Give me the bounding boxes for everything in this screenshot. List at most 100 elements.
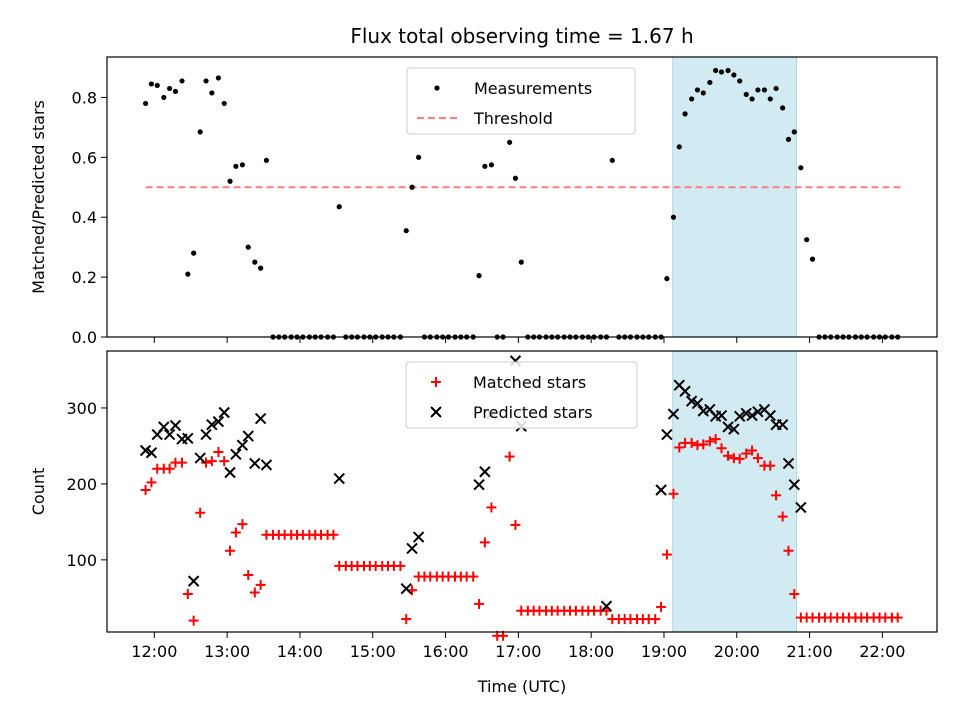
x-stroke [715,409,728,422]
data-point [689,96,695,102]
data-point-matched [741,448,752,459]
data-point [676,144,682,150]
x-stroke [673,379,685,391]
data-point-matched [474,598,485,609]
x-stroke [655,484,667,496]
data-point [227,178,233,184]
x-stroke [704,403,716,416]
data-point-matched [716,443,727,454]
data-point-predicted [728,423,740,435]
data-point-matched [674,442,685,453]
data-point-matched [704,436,715,447]
x-stroke [145,447,158,459]
data-point-predicted [206,418,218,431]
x-stroke [758,403,771,416]
x-stroke [795,501,807,514]
data-point-predicted [715,409,728,422]
data-point-predicted [242,430,254,442]
data-point-predicted [254,412,267,425]
x-tick-label: 22:00 [859,642,905,661]
highlight-span [672,350,797,633]
x-stroke [249,457,261,470]
y-tick-label: 0.0 [72,328,97,347]
data-point [167,85,173,92]
data-point-matched [255,579,266,590]
data-point [185,271,191,277]
data-point-predicted [679,385,691,397]
data-point-predicted [685,395,698,407]
data-point [700,90,706,96]
data-point-predicted [224,466,236,479]
data-point-predicted [400,583,412,595]
x-tick-label: 18:00 [568,642,614,661]
data-point [179,78,185,84]
legend-box [406,67,636,135]
x-stroke [169,419,182,432]
data-point-predicted [667,408,680,420]
data-point-matched [504,451,515,462]
x-stroke [194,452,206,464]
x-stroke [200,428,212,441]
data-point-predicted [473,478,485,491]
data-point-predicted [187,575,200,587]
axes-frame [106,56,938,338]
data-point [773,85,779,92]
legend-marker [434,85,440,91]
data-point-predicted [163,428,176,441]
data-point-predicted [406,542,418,555]
data-point [785,136,792,142]
data-point-predicted [236,439,249,451]
y-tick-label: 0.2 [72,268,97,287]
data-point-predicted [249,457,261,470]
data-point-predicted [145,447,158,459]
data-point-predicted [661,428,673,441]
data-point-predicted [194,452,206,464]
x-stroke [776,418,789,431]
data-point [767,96,773,102]
legend-box [405,361,638,429]
data-point-matched [237,519,248,530]
data-point [670,214,677,220]
x-stroke [691,397,704,410]
data-point-matched [789,589,800,600]
data-point-predicted [788,478,801,491]
legend-marker [430,406,442,418]
data-point [209,90,215,96]
data-point [804,237,810,243]
data-point [258,265,264,271]
x-stroke [733,410,746,423]
data-point-matched [188,615,199,626]
data-point-predicted [600,600,613,612]
data-point-predicted [139,444,152,457]
x-stroke [187,575,200,587]
legend: Matched stars Predicted stars [405,361,638,429]
data-point-matched [401,614,412,625]
data-point-matched [765,460,776,471]
data-point [191,250,197,256]
x-stroke [752,406,764,418]
data-point-matched [468,571,479,582]
data-point [737,78,743,84]
data-point [233,163,239,169]
data-point-matched [650,614,661,625]
data-point-predicted [776,418,789,431]
data-point-predicted [733,410,746,423]
x-tick-label: 14:00 [277,642,323,661]
data-point [488,162,495,168]
x-tick-label: 21:00 [787,642,833,661]
data-point-predicted [782,457,795,470]
x-stroke [600,600,613,612]
data-point [512,175,519,181]
x-axis-label: Time (UTC) [477,677,566,696]
x-stroke [242,430,254,442]
data-point-matched [230,527,241,538]
x-stroke [230,448,242,460]
data-point-matched [710,434,721,445]
data-point [239,162,246,168]
x-stroke [333,472,345,485]
x-stroke [661,428,673,441]
legend-label: Threshold [473,109,553,128]
y-tick-label: 0.8 [72,88,97,107]
data-point-matched [195,507,206,518]
data-point-matched [510,519,521,530]
